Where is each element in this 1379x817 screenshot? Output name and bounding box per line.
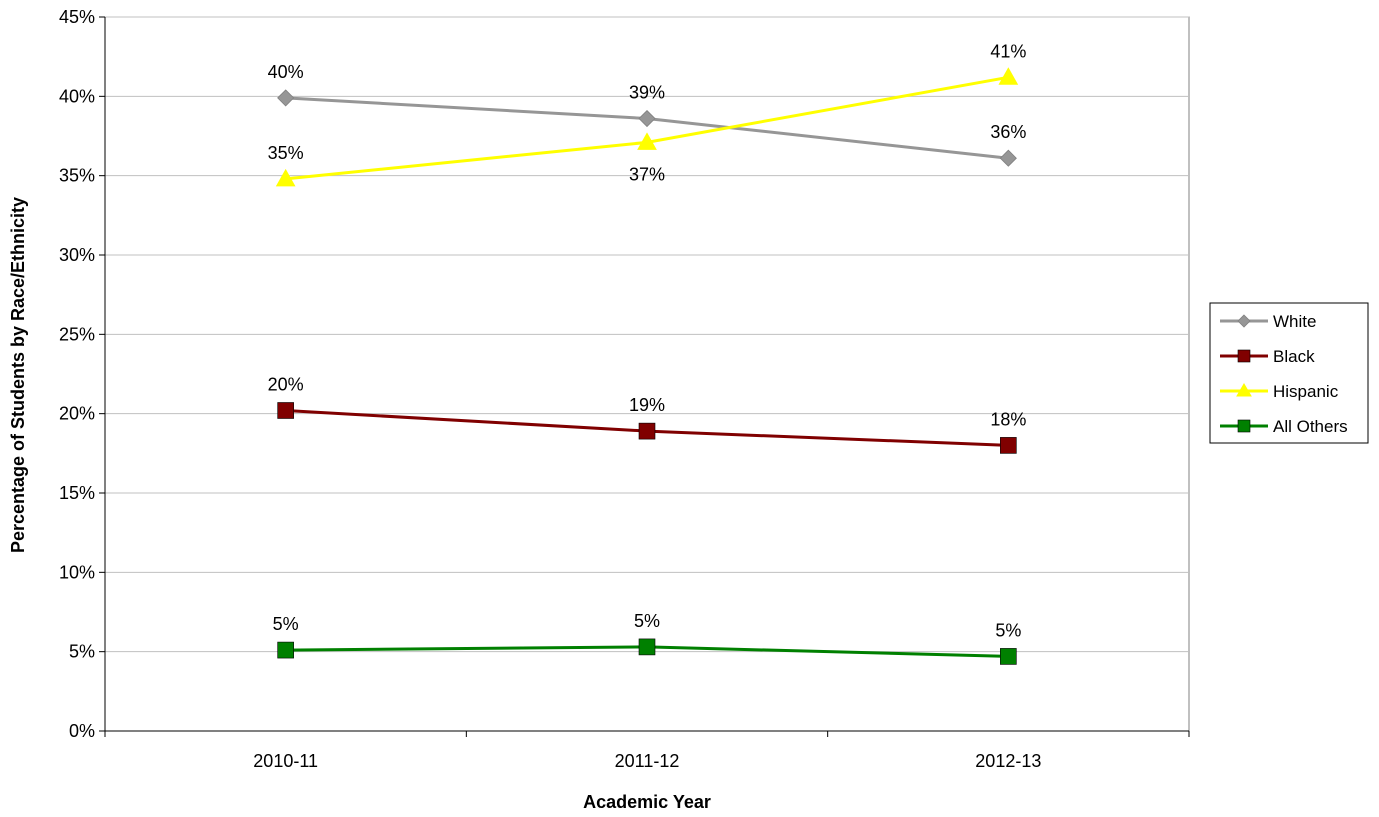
data-point-all-others [277, 641, 294, 659]
y-tick-label: 5% [69, 642, 95, 662]
y-tick-label: 30% [59, 245, 95, 265]
legend-marker-white [1237, 314, 1251, 328]
y-tick-label: 0% [69, 721, 95, 741]
series-layer [275, 67, 1019, 665]
y-tick-label: 25% [59, 324, 95, 344]
data-point-hispanic [637, 132, 657, 150]
data-label-white: 36% [990, 122, 1026, 142]
legend-label-black: Black [1273, 347, 1315, 366]
data-point-hispanic [998, 67, 1019, 85]
y-tick-label: 10% [59, 562, 95, 582]
data-point-white [277, 89, 295, 107]
legend-marker-hispanic [1236, 383, 1252, 397]
data-label-hispanic: 41% [990, 41, 1026, 61]
legend-box [1209, 302, 1369, 444]
data-label-layer: 40% 39% 36% 20% 19% 18% 35% 37% 41% 5% 5% 5% [268, 41, 1027, 640]
data-label-black: 20% [268, 374, 304, 394]
data-label-all-others: 5% [995, 620, 1021, 640]
legend-marker-all-others [1237, 419, 1251, 433]
data-point-white [999, 149, 1017, 167]
data-label-white: 40% [268, 62, 304, 82]
legend-label-white: White [1273, 312, 1316, 331]
data-label-all-others: 5% [634, 611, 660, 631]
data-point-white [638, 109, 656, 128]
data-label-black: 18% [990, 409, 1026, 429]
data-point-black [638, 422, 656, 440]
y-tick-label: 45% [59, 7, 95, 27]
y-tick-label: 35% [59, 166, 95, 186]
axis-layer: 0% 5% 10% 15% 20% 25% 30% 35% 40% 45% 2010-11 2011-… [59, 7, 1190, 771]
data-label-white: 39% [629, 83, 665, 103]
x-axis-title: Academic Year [583, 792, 711, 812]
y-axis-title: Percentage of Students by Race/Ethnicity [8, 197, 28, 553]
legend-label-all-others: All Others [1273, 417, 1348, 436]
x-tick-label: 2011-12 [615, 751, 680, 771]
x-tick-label: 2012-13 [975, 751, 1041, 771]
data-point-hispanic [275, 168, 296, 187]
data-point-black [277, 402, 294, 419]
data-point-all-others [1000, 648, 1017, 665]
y-tick-label: 40% [59, 86, 95, 106]
data-label-black: 19% [629, 395, 665, 415]
data-point-all-others [638, 638, 656, 656]
y-tick-label: 15% [59, 483, 95, 503]
data-point-black [1000, 437, 1017, 454]
legend: White Black Hispanic All Others [1209, 302, 1369, 444]
data-label-hispanic: 37% [629, 164, 665, 184]
y-tick-label: 20% [59, 404, 95, 424]
legend-label-hispanic: Hispanic [1273, 382, 1339, 401]
legend-marker-black [1237, 349, 1251, 363]
data-label-hispanic: 35% [268, 143, 304, 163]
x-tick-label: 2010-11 [253, 751, 318, 771]
data-label-all-others: 5% [273, 614, 299, 634]
